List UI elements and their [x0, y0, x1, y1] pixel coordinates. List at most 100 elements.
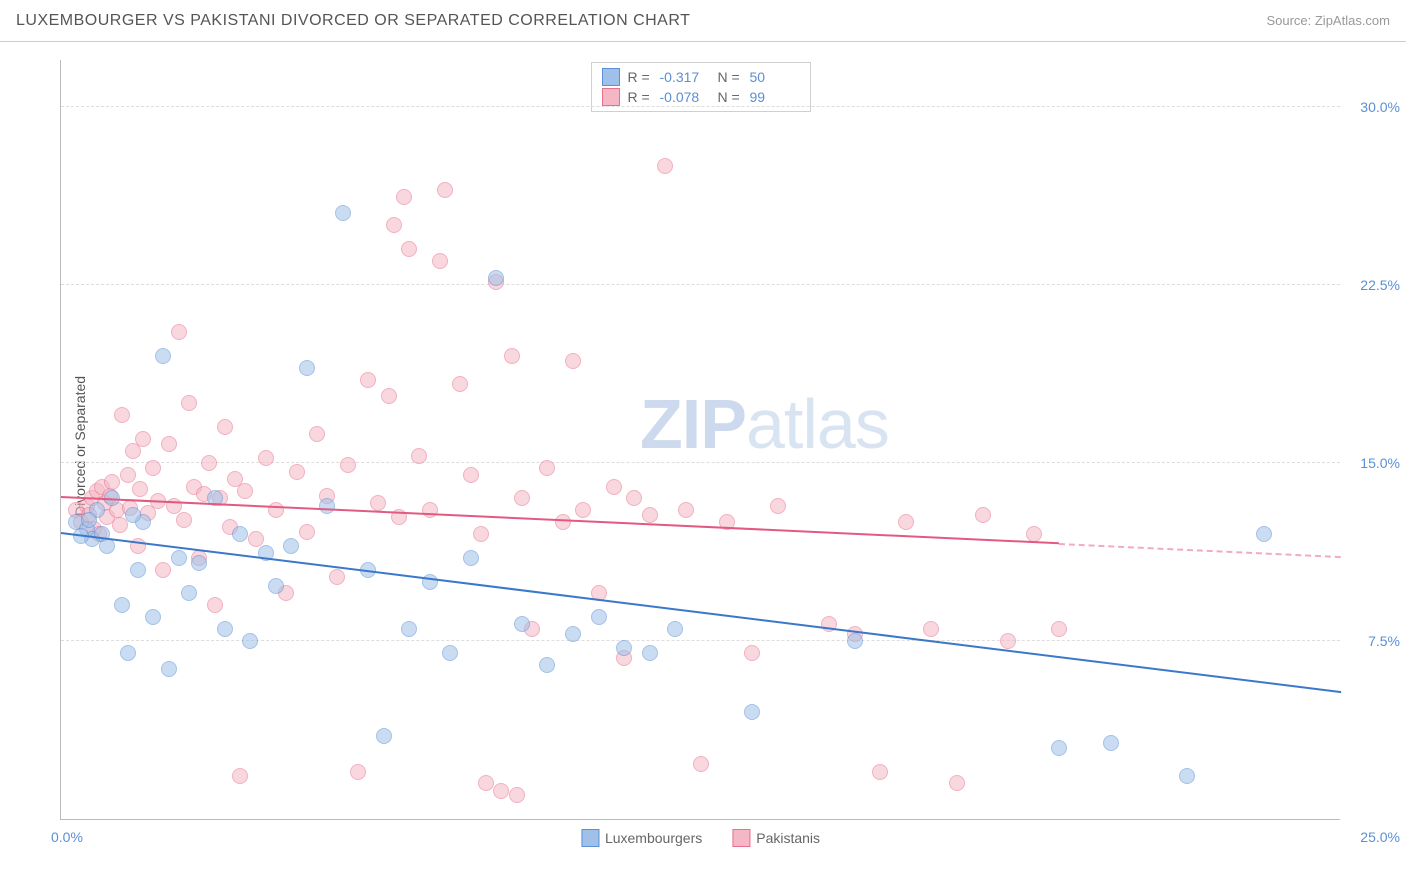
series-legend: Luxembourgers Pakistanis — [581, 829, 820, 847]
legend-n-label: N = — [718, 89, 742, 105]
data-point — [504, 348, 520, 364]
gridline — [61, 284, 1340, 285]
data-point — [1051, 621, 1067, 637]
data-point — [232, 526, 248, 542]
legend-r-value: -0.078 — [660, 89, 710, 105]
data-point — [770, 498, 786, 514]
data-point — [923, 621, 939, 637]
data-point — [217, 621, 233, 637]
data-point — [120, 645, 136, 661]
data-point — [360, 372, 376, 388]
data-point — [207, 597, 223, 613]
data-point — [176, 512, 192, 528]
data-point — [744, 704, 760, 720]
data-point — [437, 182, 453, 198]
data-point — [181, 585, 197, 601]
data-point — [493, 783, 509, 799]
correlation-legend: R =-0.317N =50R =-0.078N =99 — [591, 62, 811, 112]
legend-n-value: 50 — [750, 69, 800, 85]
data-point — [114, 597, 130, 613]
data-point — [299, 360, 315, 376]
data-point — [657, 158, 673, 174]
data-point — [145, 609, 161, 625]
data-point — [432, 253, 448, 269]
data-point — [401, 241, 417, 257]
data-point — [181, 395, 197, 411]
data-point — [478, 775, 494, 791]
chart-title: LUXEMBOURGER VS PAKISTANI DIVORCED OR SE… — [16, 12, 690, 30]
y-tick-label: 7.5% — [1345, 633, 1400, 649]
data-point — [975, 507, 991, 523]
data-point — [132, 481, 148, 497]
data-point — [575, 502, 591, 518]
data-point — [120, 467, 136, 483]
data-point — [463, 467, 479, 483]
legend-n-label: N = — [718, 69, 742, 85]
legend-swatch — [602, 68, 620, 86]
data-point — [642, 507, 658, 523]
data-point — [1051, 740, 1067, 756]
data-point — [166, 498, 182, 514]
data-point — [693, 756, 709, 772]
data-point — [514, 490, 530, 506]
data-point — [626, 490, 642, 506]
data-point — [401, 621, 417, 637]
data-point — [678, 502, 694, 518]
y-tick-label: 30.0% — [1345, 99, 1400, 115]
legend-row: R =-0.078N =99 — [602, 87, 800, 107]
data-point — [667, 621, 683, 637]
data-point — [1179, 768, 1195, 784]
legend-row: R =-0.317N =50 — [602, 67, 800, 87]
data-point — [217, 419, 233, 435]
data-point — [744, 645, 760, 661]
data-point — [242, 633, 258, 649]
legend-item: Pakistanis — [732, 829, 820, 847]
data-point — [898, 514, 914, 530]
data-point — [591, 609, 607, 625]
data-point — [350, 764, 366, 780]
data-point — [616, 640, 632, 656]
data-point — [539, 657, 555, 673]
data-point — [135, 431, 151, 447]
data-point — [335, 205, 351, 221]
data-point — [381, 388, 397, 404]
watermark: ZIPatlas — [640, 384, 889, 464]
legend-label: Pakistanis — [756, 830, 820, 846]
data-point — [872, 764, 888, 780]
data-point — [488, 270, 504, 286]
x-tick-min: 0.0% — [51, 829, 83, 845]
data-point — [1000, 633, 1016, 649]
data-point — [309, 426, 325, 442]
data-point — [1256, 526, 1272, 542]
data-point — [396, 189, 412, 205]
data-point — [268, 578, 284, 594]
data-point — [81, 512, 97, 528]
data-point — [340, 457, 356, 473]
gridline — [61, 106, 1340, 107]
gridline — [61, 462, 1340, 463]
data-point — [145, 460, 161, 476]
legend-swatch — [602, 88, 620, 106]
data-point — [283, 538, 299, 554]
scatter-chart: ZIPatlas R =-0.317N =50R =-0.078N =99 Lu… — [60, 60, 1340, 820]
data-point — [319, 498, 335, 514]
x-tick-max: 25.0% — [1360, 829, 1400, 845]
data-point — [155, 562, 171, 578]
y-tick-label: 22.5% — [1345, 277, 1400, 293]
legend-item: Luxembourgers — [581, 829, 702, 847]
data-point — [422, 502, 438, 518]
legend-label: Luxembourgers — [605, 830, 702, 846]
data-point — [642, 645, 658, 661]
data-point — [299, 524, 315, 540]
data-point — [155, 348, 171, 364]
data-point — [509, 787, 525, 803]
data-point — [1026, 526, 1042, 542]
data-point — [463, 550, 479, 566]
data-point — [539, 460, 555, 476]
data-point — [161, 436, 177, 452]
legend-r-label: R = — [628, 69, 652, 85]
legend-swatch — [581, 829, 599, 847]
data-point — [949, 775, 965, 791]
y-tick-label: 15.0% — [1345, 455, 1400, 471]
trend-line — [61, 532, 1341, 693]
